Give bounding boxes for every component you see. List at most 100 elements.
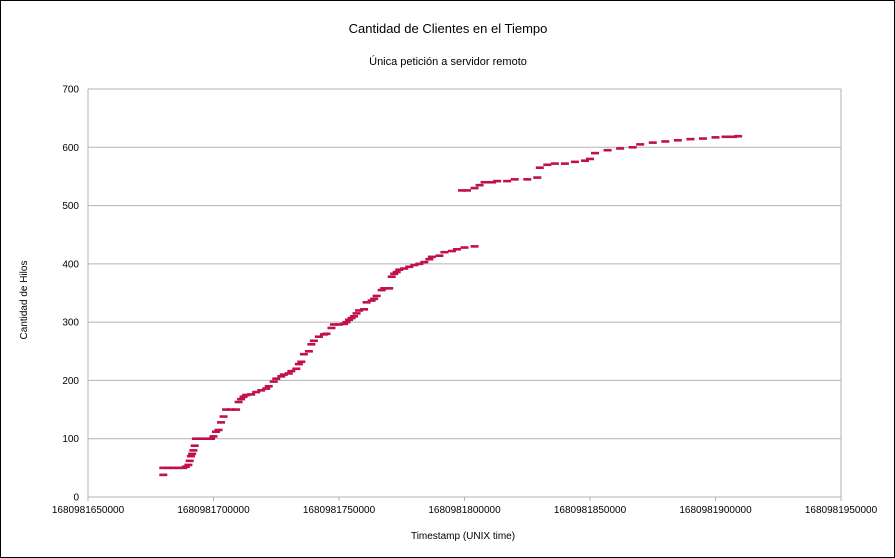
data-point <box>174 466 183 470</box>
data-point <box>329 323 338 326</box>
data-point <box>523 178 532 181</box>
gridlines <box>88 88 841 440</box>
chart-title: Cantidad de Clientes en el Tiempo <box>349 21 548 36</box>
x-tick-label: 1680981750000 <box>303 505 376 516</box>
data-point <box>480 180 489 184</box>
data-point <box>457 189 466 192</box>
data-point <box>395 268 404 271</box>
data-point <box>164 466 173 470</box>
data-point <box>350 315 359 318</box>
data-point <box>591 151 600 155</box>
data-point <box>463 189 472 192</box>
data-point <box>447 249 456 253</box>
y-tick-label: 500 <box>62 201 79 212</box>
data-point <box>335 323 343 326</box>
data-point <box>247 393 256 396</box>
data-point <box>214 428 223 432</box>
y-tick-label: 300 <box>62 318 79 329</box>
data-point <box>410 263 419 267</box>
data-point <box>415 262 424 266</box>
data-point <box>560 162 569 165</box>
data-point <box>661 140 670 143</box>
data-point <box>390 272 399 276</box>
data-point <box>543 163 552 167</box>
data-point <box>603 148 612 152</box>
data-point <box>470 245 479 248</box>
x-tick-label: 1680981900000 <box>679 505 752 516</box>
data-points <box>159 134 743 477</box>
data-point <box>191 437 200 441</box>
data-point <box>272 377 281 380</box>
data-point <box>185 459 194 463</box>
data-point <box>729 135 738 139</box>
data-point <box>322 332 331 336</box>
data-point <box>212 430 221 434</box>
data-point <box>239 395 248 399</box>
data-point <box>209 435 218 438</box>
x-tick-label: 1680981950000 <box>805 505 878 516</box>
data-point <box>262 387 271 390</box>
y-tick-label: 400 <box>62 259 79 270</box>
data-point <box>636 143 645 146</box>
data-point <box>279 373 288 376</box>
data-point <box>475 183 484 187</box>
data-point <box>711 136 720 139</box>
y-tick-label: 100 <box>62 434 79 445</box>
data-point <box>435 254 444 257</box>
data-point <box>352 312 361 315</box>
data-point <box>440 250 449 254</box>
chart-subtitle: Única petición a servidor remoto <box>369 55 527 68</box>
data-point <box>188 452 197 456</box>
data-point <box>234 400 243 404</box>
data-point <box>452 247 461 251</box>
data-point <box>488 180 497 184</box>
data-point <box>181 465 190 468</box>
data-point <box>222 408 231 411</box>
data-point <box>196 437 205 441</box>
axes <box>87 89 842 501</box>
data-point <box>734 134 743 138</box>
data-point <box>284 372 293 375</box>
data-point <box>257 389 266 392</box>
data-point <box>550 162 559 165</box>
data-point <box>159 473 168 477</box>
data-point <box>242 393 251 397</box>
y-tick-label: 0 <box>73 493 79 504</box>
data-point <box>169 466 178 470</box>
data-point <box>380 287 389 290</box>
data-point <box>252 390 261 394</box>
data-point <box>269 380 278 383</box>
data-point <box>628 145 637 149</box>
data-point <box>370 297 379 301</box>
data-point <box>385 287 394 290</box>
data-point <box>206 437 215 441</box>
data-point <box>340 322 349 326</box>
data-point <box>184 463 193 467</box>
data-point <box>425 257 434 261</box>
data-point <box>217 421 226 424</box>
x-tick-label: 1680981650000 <box>52 505 125 516</box>
data-point <box>201 437 210 441</box>
data-point <box>355 309 364 312</box>
data-point <box>360 308 369 311</box>
data-point <box>189 449 198 452</box>
y-tick-label: 600 <box>62 143 79 154</box>
data-point <box>186 454 195 458</box>
data-point <box>648 141 657 144</box>
data-point <box>297 360 306 364</box>
data-point <box>387 275 396 278</box>
data-point <box>580 159 589 162</box>
data-point <box>219 415 228 418</box>
data-point <box>190 444 199 448</box>
data-point <box>159 466 168 470</box>
data-point <box>616 147 625 150</box>
data-point <box>307 342 316 346</box>
data-point <box>327 326 336 330</box>
data-point <box>470 186 479 190</box>
data-point <box>510 178 519 181</box>
data-point <box>345 318 354 322</box>
x-tick-label: 1680981700000 <box>177 505 250 516</box>
data-point <box>232 408 241 411</box>
